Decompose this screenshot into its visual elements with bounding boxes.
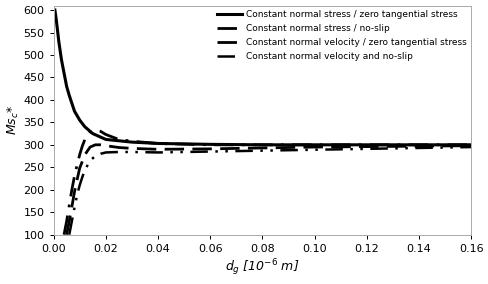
Constant normal stress / no-slip — [116, 138, 122, 141]
Constant normal stress / no-slip — [71, 175, 77, 178]
Constant normal velocity / zero tangential stress — [98, 143, 103, 147]
Line: Constant normal velocity / zero tangential stress: Constant normal velocity / zero tangenti… — [66, 145, 470, 235]
Constant normal velocity / zero tangential stress — [467, 144, 473, 147]
Legend: Constant normal stress / zero tangential stress, Constant normal stress / no-sli: Constant normal stress / zero tangential… — [214, 7, 468, 64]
Constant normal velocity / zero tangential stress — [155, 148, 161, 151]
Constant normal velocity / zero tangential stress — [311, 145, 317, 149]
Constant normal stress / zero tangential stress — [90, 132, 96, 135]
Constant normal stress / zero tangential stress — [259, 143, 265, 147]
Constant normal stress / no-slip — [74, 163, 80, 167]
Constant normal stress / no-slip — [467, 143, 473, 147]
Constant normal velocity and no-slip — [77, 183, 82, 187]
Constant normal stress / zero tangential stress — [82, 125, 88, 129]
Constant normal velocity and no-slip — [82, 168, 88, 172]
Constant normal velocity and no-slip — [129, 150, 135, 154]
Constant normal stress / no-slip — [102, 133, 108, 136]
Constant normal velocity and no-slip — [98, 152, 103, 156]
Constant normal stress / no-slip — [79, 145, 85, 148]
Constant normal velocity and no-slip — [155, 151, 161, 154]
Constant normal stress / no-slip — [87, 131, 93, 134]
Constant normal velocity and no-slip — [71, 206, 77, 209]
Constant normal stress / no-slip — [61, 233, 67, 236]
Constant normal stress / no-slip — [207, 143, 213, 147]
Constant normal velocity and no-slip — [207, 150, 213, 153]
Constant normal stress / zero tangential stress — [415, 143, 421, 147]
Constant normal velocity and no-slip — [69, 220, 75, 223]
Constant normal stress / no-slip — [63, 220, 69, 223]
Constant normal velocity and no-slip — [415, 146, 421, 150]
Constant normal stress / zero tangential stress — [102, 138, 108, 141]
Constant normal velocity / zero tangential stress — [82, 153, 88, 156]
Constant normal velocity and no-slip — [311, 148, 317, 151]
Constant normal velocity and no-slip — [116, 150, 122, 154]
Constant normal stress / zero tangential stress — [155, 142, 161, 145]
X-axis label: $d_g$ [10$^{-6}$ m]: $d_g$ [10$^{-6}$ m] — [224, 258, 299, 278]
Line: Constant normal velocity and no-slip: Constant normal velocity and no-slip — [69, 147, 470, 235]
Constant normal velocity / zero tangential stress — [77, 166, 82, 170]
Constant normal stress / zero tangential stress — [53, 17, 59, 21]
Constant normal stress / zero tangential stress — [363, 143, 369, 147]
Constant normal stress / no-slip — [363, 143, 369, 147]
Constant normal velocity / zero tangential stress — [66, 220, 72, 223]
Constant normal velocity / zero tangential stress — [74, 178, 80, 181]
Constant normal stress / zero tangential stress — [52, 8, 58, 12]
Constant normal stress / no-slip — [92, 128, 98, 132]
Constant normal velocity / zero tangential stress — [259, 146, 265, 150]
Constant normal velocity / zero tangential stress — [207, 147, 213, 151]
Constant normal velocity and no-slip — [363, 147, 369, 151]
Constant normal velocity / zero tangential stress — [102, 144, 108, 147]
Constant normal velocity and no-slip — [92, 154, 98, 158]
Constant normal stress / zero tangential stress — [77, 118, 82, 122]
Constant normal stress / no-slip — [77, 153, 82, 156]
Constant normal stress / zero tangential stress — [56, 40, 61, 43]
Constant normal velocity / zero tangential stress — [69, 205, 75, 208]
Constant normal stress / zero tangential stress — [66, 94, 72, 97]
Constant normal stress / zero tangential stress — [311, 143, 317, 147]
Constant normal stress / no-slip — [82, 138, 88, 141]
Constant normal stress / no-slip — [69, 188, 75, 191]
Y-axis label: $Ms_c$*: $Ms_c$* — [5, 105, 20, 135]
Constant normal velocity and no-slip — [66, 233, 72, 236]
Constant normal stress / zero tangential stress — [55, 29, 61, 32]
Constant normal velocity / zero tangential stress — [129, 147, 135, 150]
Constant normal stress / zero tangential stress — [63, 85, 69, 88]
Constant normal velocity / zero tangential stress — [87, 145, 93, 149]
Constant normal velocity / zero tangential stress — [116, 146, 122, 149]
Constant normal stress / zero tangential stress — [61, 71, 67, 75]
Constant normal stress / no-slip — [66, 204, 72, 207]
Constant normal velocity and no-slip — [102, 151, 108, 154]
Constant normal velocity / zero tangential stress — [92, 143, 98, 147]
Constant normal stress / zero tangential stress — [71, 109, 77, 113]
Constant normal stress / no-slip — [311, 143, 317, 147]
Constant normal velocity and no-slip — [87, 159, 93, 162]
Constant normal stress / zero tangential stress — [467, 143, 473, 147]
Constant normal velocity / zero tangential stress — [415, 145, 421, 148]
Constant normal stress / zero tangential stress — [129, 140, 135, 144]
Constant normal velocity / zero tangential stress — [63, 233, 69, 236]
Constant normal stress / zero tangential stress — [181, 142, 186, 146]
Constant normal stress / zero tangential stress — [59, 58, 64, 61]
Constant normal stress / no-slip — [155, 142, 161, 145]
Constant normal velocity / zero tangential stress — [363, 145, 369, 148]
Constant normal stress / no-slip — [415, 143, 421, 147]
Constant normal stress / no-slip — [129, 139, 135, 143]
Line: Constant normal stress / no-slip: Constant normal stress / no-slip — [64, 130, 470, 235]
Constant normal velocity / zero tangential stress — [71, 190, 77, 194]
Line: Constant normal stress / zero tangential stress: Constant normal stress / zero tangential… — [55, 10, 470, 145]
Constant normal velocity and no-slip — [259, 149, 265, 152]
Constant normal stress / no-slip — [98, 130, 103, 133]
Constant normal stress / no-slip — [259, 143, 265, 147]
Constant normal velocity and no-slip — [74, 193, 80, 197]
Constant normal velocity and no-slip — [79, 176, 85, 179]
Constant normal velocity and no-slip — [467, 145, 473, 149]
Constant normal stress / zero tangential stress — [207, 143, 213, 146]
